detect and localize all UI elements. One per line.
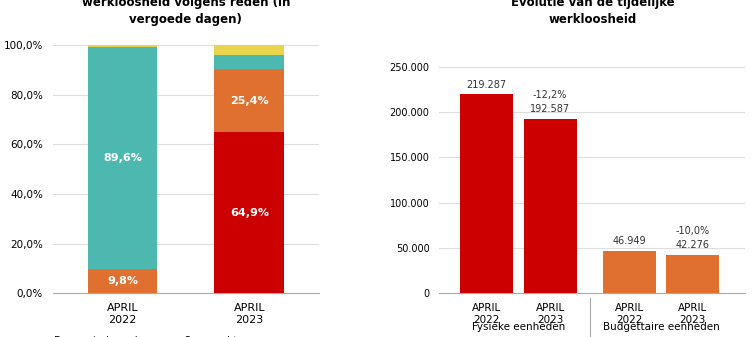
Bar [215, 132, 284, 293]
Text: 64,9%: 64,9% [230, 208, 269, 218]
Bar [87, 269, 157, 293]
Text: Fysieke eenheden: Fysieke eenheden [472, 322, 565, 332]
Bar [666, 255, 719, 293]
Bar [87, 47, 157, 269]
Text: 192.587: 192.587 [530, 104, 570, 114]
Bar [87, 45, 157, 47]
Text: 9,8%: 9,8% [107, 276, 138, 286]
Text: 46.949: 46.949 [612, 236, 646, 246]
Bar [460, 94, 513, 293]
Bar [215, 69, 284, 132]
Text: Budgettaire eenheden: Budgettaire eenheden [602, 322, 719, 332]
Text: 219.287: 219.287 [467, 80, 507, 90]
Bar [603, 251, 656, 293]
Text: -10,0%: -10,0% [675, 226, 710, 236]
Text: -12,2%: -12,2% [533, 90, 567, 100]
Bar [524, 119, 577, 293]
Legend: Economische redenen, Slecht weer, Overmacht, Andere: Economische redenen, Slecht weer, Overma… [36, 332, 241, 337]
Text: 42.276: 42.276 [675, 240, 709, 250]
Bar [215, 55, 284, 69]
Text: 25,4%: 25,4% [230, 96, 269, 106]
Text: 89,6%: 89,6% [103, 153, 142, 163]
Bar [215, 45, 284, 55]
Title: Verdeling van de tijdelijke
werkloosheid volgens reden (in
vergoede dagen): Verdeling van de tijdelijke werkloosheid… [81, 0, 290, 26]
Title: Evolutie van de tijdelijke
werkloosheid: Evolutie van de tijdelijke werkloosheid [511, 0, 674, 26]
